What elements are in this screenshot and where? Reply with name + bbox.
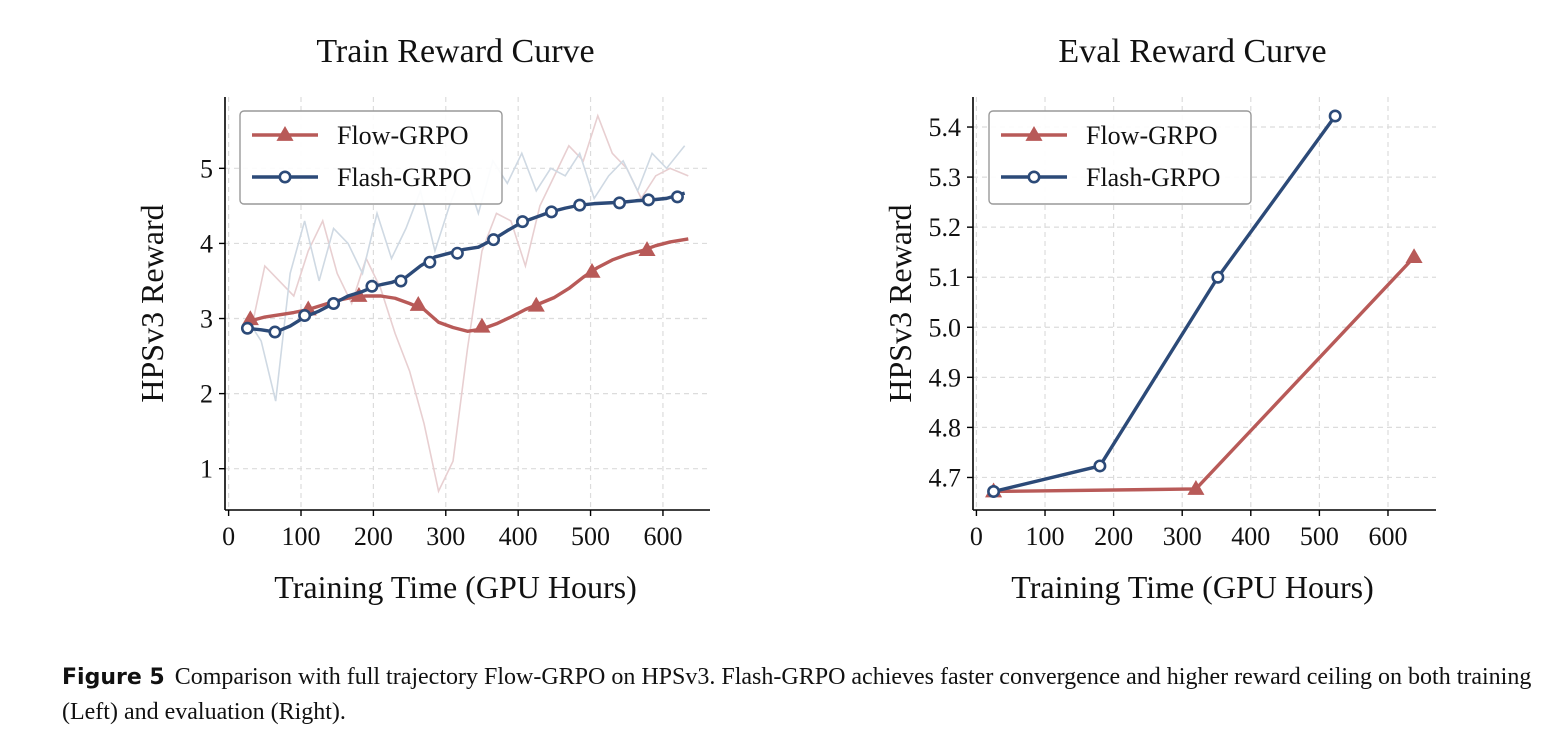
y-tick-label: 5 [200, 154, 213, 183]
x-axis-label: Training Time (GPU Hours) [1011, 569, 1373, 605]
x-tick-label: 400 [499, 522, 538, 551]
series-line [993, 115, 1337, 494]
data-point [638, 241, 656, 257]
y-tick-label: 4.7 [929, 463, 962, 492]
data-point [394, 274, 408, 288]
x-tick-label: 100 [1026, 522, 1065, 551]
x-tick-label: 0 [970, 522, 983, 551]
legend-label: Flow-GRPO [337, 121, 468, 150]
y-tick-label: 4 [200, 229, 213, 258]
data-point [487, 233, 501, 247]
legend-marker [278, 170, 292, 184]
x-tick-label: 600 [643, 522, 682, 551]
legend-label: Flash-GRPO [1086, 163, 1220, 192]
data-point [423, 255, 437, 269]
data-point [670, 190, 684, 204]
y-axis-label: HPSv3 Reward [134, 204, 170, 402]
x-tick-label: 200 [1094, 522, 1133, 551]
data-point [583, 262, 601, 278]
grid [225, 97, 710, 510]
data-point [1211, 270, 1225, 284]
legend-marker [1025, 126, 1043, 141]
chart-title: Eval Reward Curve [1058, 33, 1326, 70]
data-point [350, 286, 368, 302]
data-point [544, 205, 558, 219]
data-point [409, 296, 427, 311]
legend-marker [1027, 170, 1041, 184]
figure: 0 100 200 300 400 500 600 1 2 3 4 5 Train Reward Cur… [134, 33, 1436, 605]
x-tick-label: 500 [1300, 522, 1339, 551]
legend-marker [276, 126, 294, 141]
data-point [527, 296, 545, 312]
x-tick-label: 600 [1368, 522, 1407, 551]
data-point [268, 325, 282, 339]
data-point [1328, 109, 1342, 123]
data-point [1093, 459, 1107, 473]
y-tick-label: 5.3 [929, 163, 962, 192]
series-line [246, 191, 686, 334]
data-point [987, 484, 1001, 498]
data-point [1187, 479, 1205, 495]
data-point [473, 317, 491, 333]
legend-label: Flow-GRPO [1086, 121, 1217, 150]
x-tick-label: 500 [571, 522, 610, 551]
data-point [327, 296, 341, 310]
data-point [516, 215, 530, 229]
y-tick-label: 4.9 [929, 363, 962, 392]
legend-label: Flash-GRPO [337, 163, 471, 192]
y-axis-label: HPSv3 Reward [882, 204, 918, 402]
eval-reward-chart: 0 100 200 300 400 500 600 4.7 4.8 4.9 5.0 5.1 5.2 5.3… [882, 33, 1436, 605]
x-tick-label: 400 [1231, 522, 1270, 551]
train-reward-chart: 0 100 200 300 400 500 600 1 2 3 4 5 Train Reward Cur… [134, 33, 710, 605]
raw-series-line [249, 113, 689, 494]
series-line [993, 256, 1416, 494]
data-point [641, 193, 655, 207]
y-tick-label: 1 [200, 455, 213, 484]
data-point [241, 310, 259, 326]
data-point [573, 198, 587, 212]
y-tick-label: 5.4 [929, 113, 962, 142]
legend: Flow-GRPO Flash-GRPO [239, 110, 503, 205]
y-tick-label: 3 [200, 305, 213, 334]
data-point [450, 246, 464, 260]
data-point [240, 321, 254, 335]
data-point [613, 196, 627, 210]
x-tick-label: 200 [354, 522, 393, 551]
x-tick-label: 300 [426, 522, 465, 551]
x-axis-label: Training Time (GPU Hours) [274, 569, 636, 605]
y-tick-label: 4.8 [929, 413, 962, 442]
series-line [249, 237, 689, 333]
figure-label: Figure 5 [62, 665, 165, 690]
data-point [298, 309, 312, 323]
y-tick-label: 5.0 [929, 313, 962, 342]
data-point [1405, 248, 1423, 264]
chart-title: Train Reward Curve [316, 33, 594, 70]
data-point [365, 279, 379, 293]
caption-text: Comparison with full trajectory Flow-GRP… [62, 664, 1532, 725]
x-tick-label: 100 [282, 522, 321, 551]
y-tick-label: 5.2 [929, 213, 962, 242]
x-tick-label: 0 [222, 522, 235, 551]
y-tick-label: 5.1 [929, 263, 962, 292]
x-tick-label: 300 [1163, 522, 1202, 551]
figure-caption: Figure 5 Comparison with full trajectory … [62, 660, 1532, 729]
legend: Flow-GRPO Flash-GRPO [988, 110, 1252, 205]
y-tick-label: 2 [200, 380, 213, 409]
